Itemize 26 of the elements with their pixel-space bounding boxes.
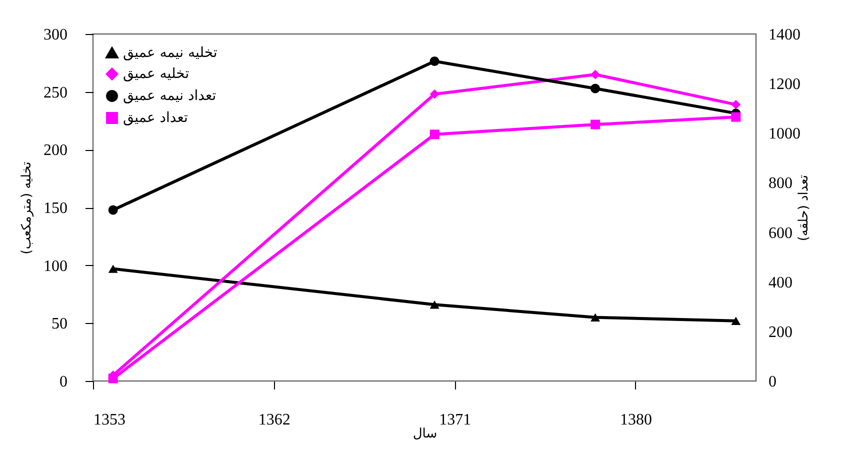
legend-label: تعداد عمیق xyxy=(123,110,188,126)
x-tick-label: 1353 xyxy=(94,412,126,428)
x-tick-label: 1380 xyxy=(620,412,652,428)
y-tick-label: 0 xyxy=(60,374,68,390)
y-tick-label: 100 xyxy=(44,258,68,275)
y2-tick-label: 600 xyxy=(768,224,792,242)
x-tick-label: 1371 xyxy=(439,412,472,428)
y2-tick-label: 200 xyxy=(768,324,792,341)
legend-label: تخلیه نیمه عمیق xyxy=(123,45,218,61)
legend-label: تعداد نیمه عمیق xyxy=(123,88,216,104)
y-axis-title: تخلیه (مترمکعب) xyxy=(20,161,34,254)
y2-tick-label: 1000 xyxy=(768,126,800,143)
y2-axis-title: تعداد (حلقه) xyxy=(796,174,812,242)
legend-label: تخلیه عمیق xyxy=(123,66,190,82)
y2-tick-label: 400 xyxy=(768,274,792,292)
y-tick-label: 250 xyxy=(44,84,68,102)
y-tick-label: 300 xyxy=(44,26,68,44)
y2-tick-label: 0 xyxy=(768,374,776,390)
y-tick-label: 150 xyxy=(44,200,68,217)
y2-tick-label: 1400 xyxy=(768,26,800,44)
y2-tick-label: 800 xyxy=(768,175,792,192)
y-tick-label: 50 xyxy=(52,316,68,333)
x-axis-title: سال xyxy=(412,426,438,442)
x-tick-label: 1362 xyxy=(258,412,290,428)
y2-tick-label: 1200 xyxy=(768,76,800,94)
y-tick-label: 200 xyxy=(44,142,68,160)
